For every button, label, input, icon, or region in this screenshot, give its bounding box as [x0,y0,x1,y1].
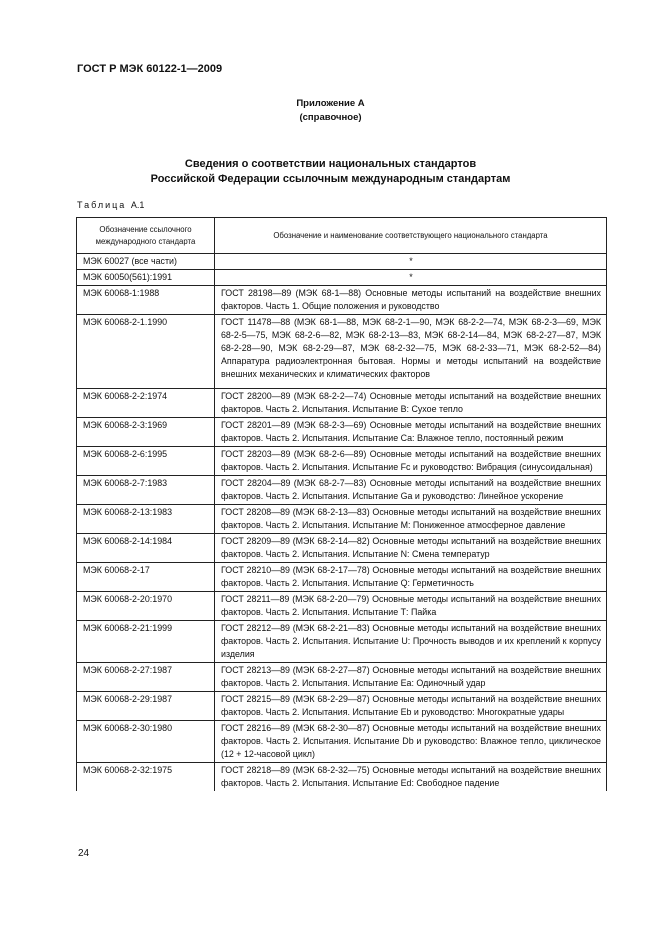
standards-table: Обозначение ссылочного международного ст… [76,217,607,791]
intl-standard-cell: МЭК 60068-2-27:1987 [76,662,215,692]
intl-standard-cell: МЭК 60068-2-30:1980 [76,720,215,763]
national-standard-cell: ГОСТ 28211—89 (МЭК 68-2-20—79) Основные … [214,591,607,621]
intl-standard-cell: МЭК 60068-2-3:1969 [76,417,215,447]
national-standard-cell: ГОСТ 28218—89 (МЭК 68-2-32—75) Основные … [214,762,607,791]
table-row: МЭК 60068-1:1988 ГОСТ 28198—89 (МЭК 68-1—… [76,285,607,315]
table-row: МЭК 60068-2-7:1983 ГОСТ 28204—89 (МЭК 68-… [76,475,607,505]
document-number: ГОСТ Р МЭК 60122-1—2009 [77,63,223,75]
table-row: МЭК 60050(561):1991 * [76,269,607,286]
table-row: МЭК 60068-2-3:1969 ГОСТ 28201—89 (МЭК 68-… [76,417,607,447]
table-header-row: Обозначение ссылочного международного ст… [76,217,607,254]
intl-standard-cell: МЭК 60068-2-14:1984 [76,533,215,563]
annex-type: (справочное) [299,112,362,123]
table-row: МЭК 60068-2-30:1980 ГОСТ 28216—89 (МЭК 68… [76,720,607,763]
national-standard-cell: ГОСТ 28208—89 (МЭК 68-2-13—83) Основные … [214,504,607,534]
table-row: МЭК 60068-2-29:1987 ГОСТ 28215—89 (МЭК 68… [76,691,607,721]
national-standard-cell: ГОСТ 11478—88 (МЭК 68-1—88, МЭК 68-2-1—9… [214,314,607,389]
table-row: МЭК 60068-2-20:1970 ГОСТ 28211—89 (МЭК 68… [76,591,607,621]
intl-standard-cell: МЭК 60068-2-1.1990 [76,314,215,389]
intl-standard-cell: МЭК 60068-2-2:1974 [76,388,215,418]
national-standard-cell: ГОСТ 28209—89 (МЭК 68-2-14—82) Основные … [214,533,607,563]
national-standard-cell: ГОСТ 28201—89 (МЭК 68-2-3—69) Основные м… [214,417,607,447]
intl-standard-cell: МЭК 60050(561):1991 [76,269,215,286]
intl-standard-cell: МЭК 60068-2-13:1983 [76,504,215,534]
intl-standard-cell: МЭК 60068-2-6:1995 [76,446,215,476]
intl-standard-cell: МЭК 60068-1:1988 [76,285,215,315]
table-row: МЭК 60068-2-2:1974 ГОСТ 28200—89 (МЭК 68-… [76,388,607,418]
page-number: 24 [78,848,90,859]
national-standard-cell: ГОСТ 28216—89 (МЭК 68-2-30—87) Основные … [214,720,607,763]
section-title: Сведения о соответствии национальных ста… [0,157,661,187]
intl-standard-cell: МЭК 60068-2-32:1975 [76,762,215,791]
national-standard-cell: ГОСТ 28210—89 (МЭК 68-2-17—78) Основные … [214,562,607,592]
table-row: МЭК 60068-2-21:1999 ГОСТ 28212—89 (МЭК 68… [76,620,607,663]
table-row: МЭК 60068-2-32:1975 ГОСТ 28218—89 (МЭК 68… [76,762,607,791]
intl-standard-cell: МЭК 60068-2-29:1987 [76,691,215,721]
national-standard-cell: ГОСТ 28213—89 (МЭК 68-2-27—87) Основные … [214,662,607,692]
national-standard-cell: ГОСТ 28204—89 (МЭК 68-2-7—83) Основные м… [214,475,607,505]
national-standard-cell: ГОСТ 28198—89 (МЭК 68-1—88) Основные мет… [214,285,607,315]
section-title-line2: Российской Федерации ссылочным междунаро… [150,173,511,185]
table-row: МЭК 60068-2-13:1983 ГОСТ 28208—89 (МЭК 68… [76,504,607,534]
national-standard-cell: * [214,269,607,286]
annex-heading: Приложение А (справочное) [0,97,661,125]
national-standard-cell: * [214,253,607,270]
intl-standard-cell: МЭК 60027 (все части) [76,253,215,270]
intl-standard-cell: МЭК 60068-2-20:1970 [76,591,215,621]
table-row: МЭК 60068-2-27:1987 ГОСТ 28213—89 (МЭК 68… [76,662,607,692]
annex-title: Приложение А [296,98,365,109]
national-standard-cell: ГОСТ 28200—89 (МЭК 68-2-2—74) Основные м… [214,388,607,418]
intl-standard-cell: МЭК 60068-2-21:1999 [76,620,215,663]
table-label-word: Таблица [77,200,127,210]
column-header-national: Обозначение и наименование соответствующ… [214,217,607,254]
table-row: МЭК 60068-2-14:1984 ГОСТ 28209—89 (МЭК 68… [76,533,607,563]
column-header-intl: Обозначение ссылочного международного ст… [76,217,215,254]
table-row: МЭК 60068-2-6:1995 ГОСТ 28203—89 (МЭК 68-… [76,446,607,476]
table-row: МЭК 60027 (все части) * [76,253,607,270]
table-row: МЭК 60068-2-1.1990 ГОСТ 11478—88 (МЭК 68-… [76,314,607,389]
national-standard-cell: ГОСТ 28203—89 (МЭК 68-2-6—89) Основные м… [214,446,607,476]
table-label: Таблица А.1 [77,200,144,210]
table-label-number: А.1 [130,200,145,210]
section-title-line1: Сведения о соответствии национальных ста… [184,158,477,170]
table-row: МЭК 60068-2-17 ГОСТ 28210—89 (МЭК 68-2-17… [76,562,607,592]
national-standard-cell: ГОСТ 28212—89 (МЭК 68-2-21—83) Основные … [214,620,607,663]
intl-standard-cell: МЭК 60068-2-7:1983 [76,475,215,505]
national-standard-cell: ГОСТ 28215—89 (МЭК 68-2-29—87) Основные … [214,691,607,721]
intl-standard-cell: МЭК 60068-2-17 [76,562,215,592]
